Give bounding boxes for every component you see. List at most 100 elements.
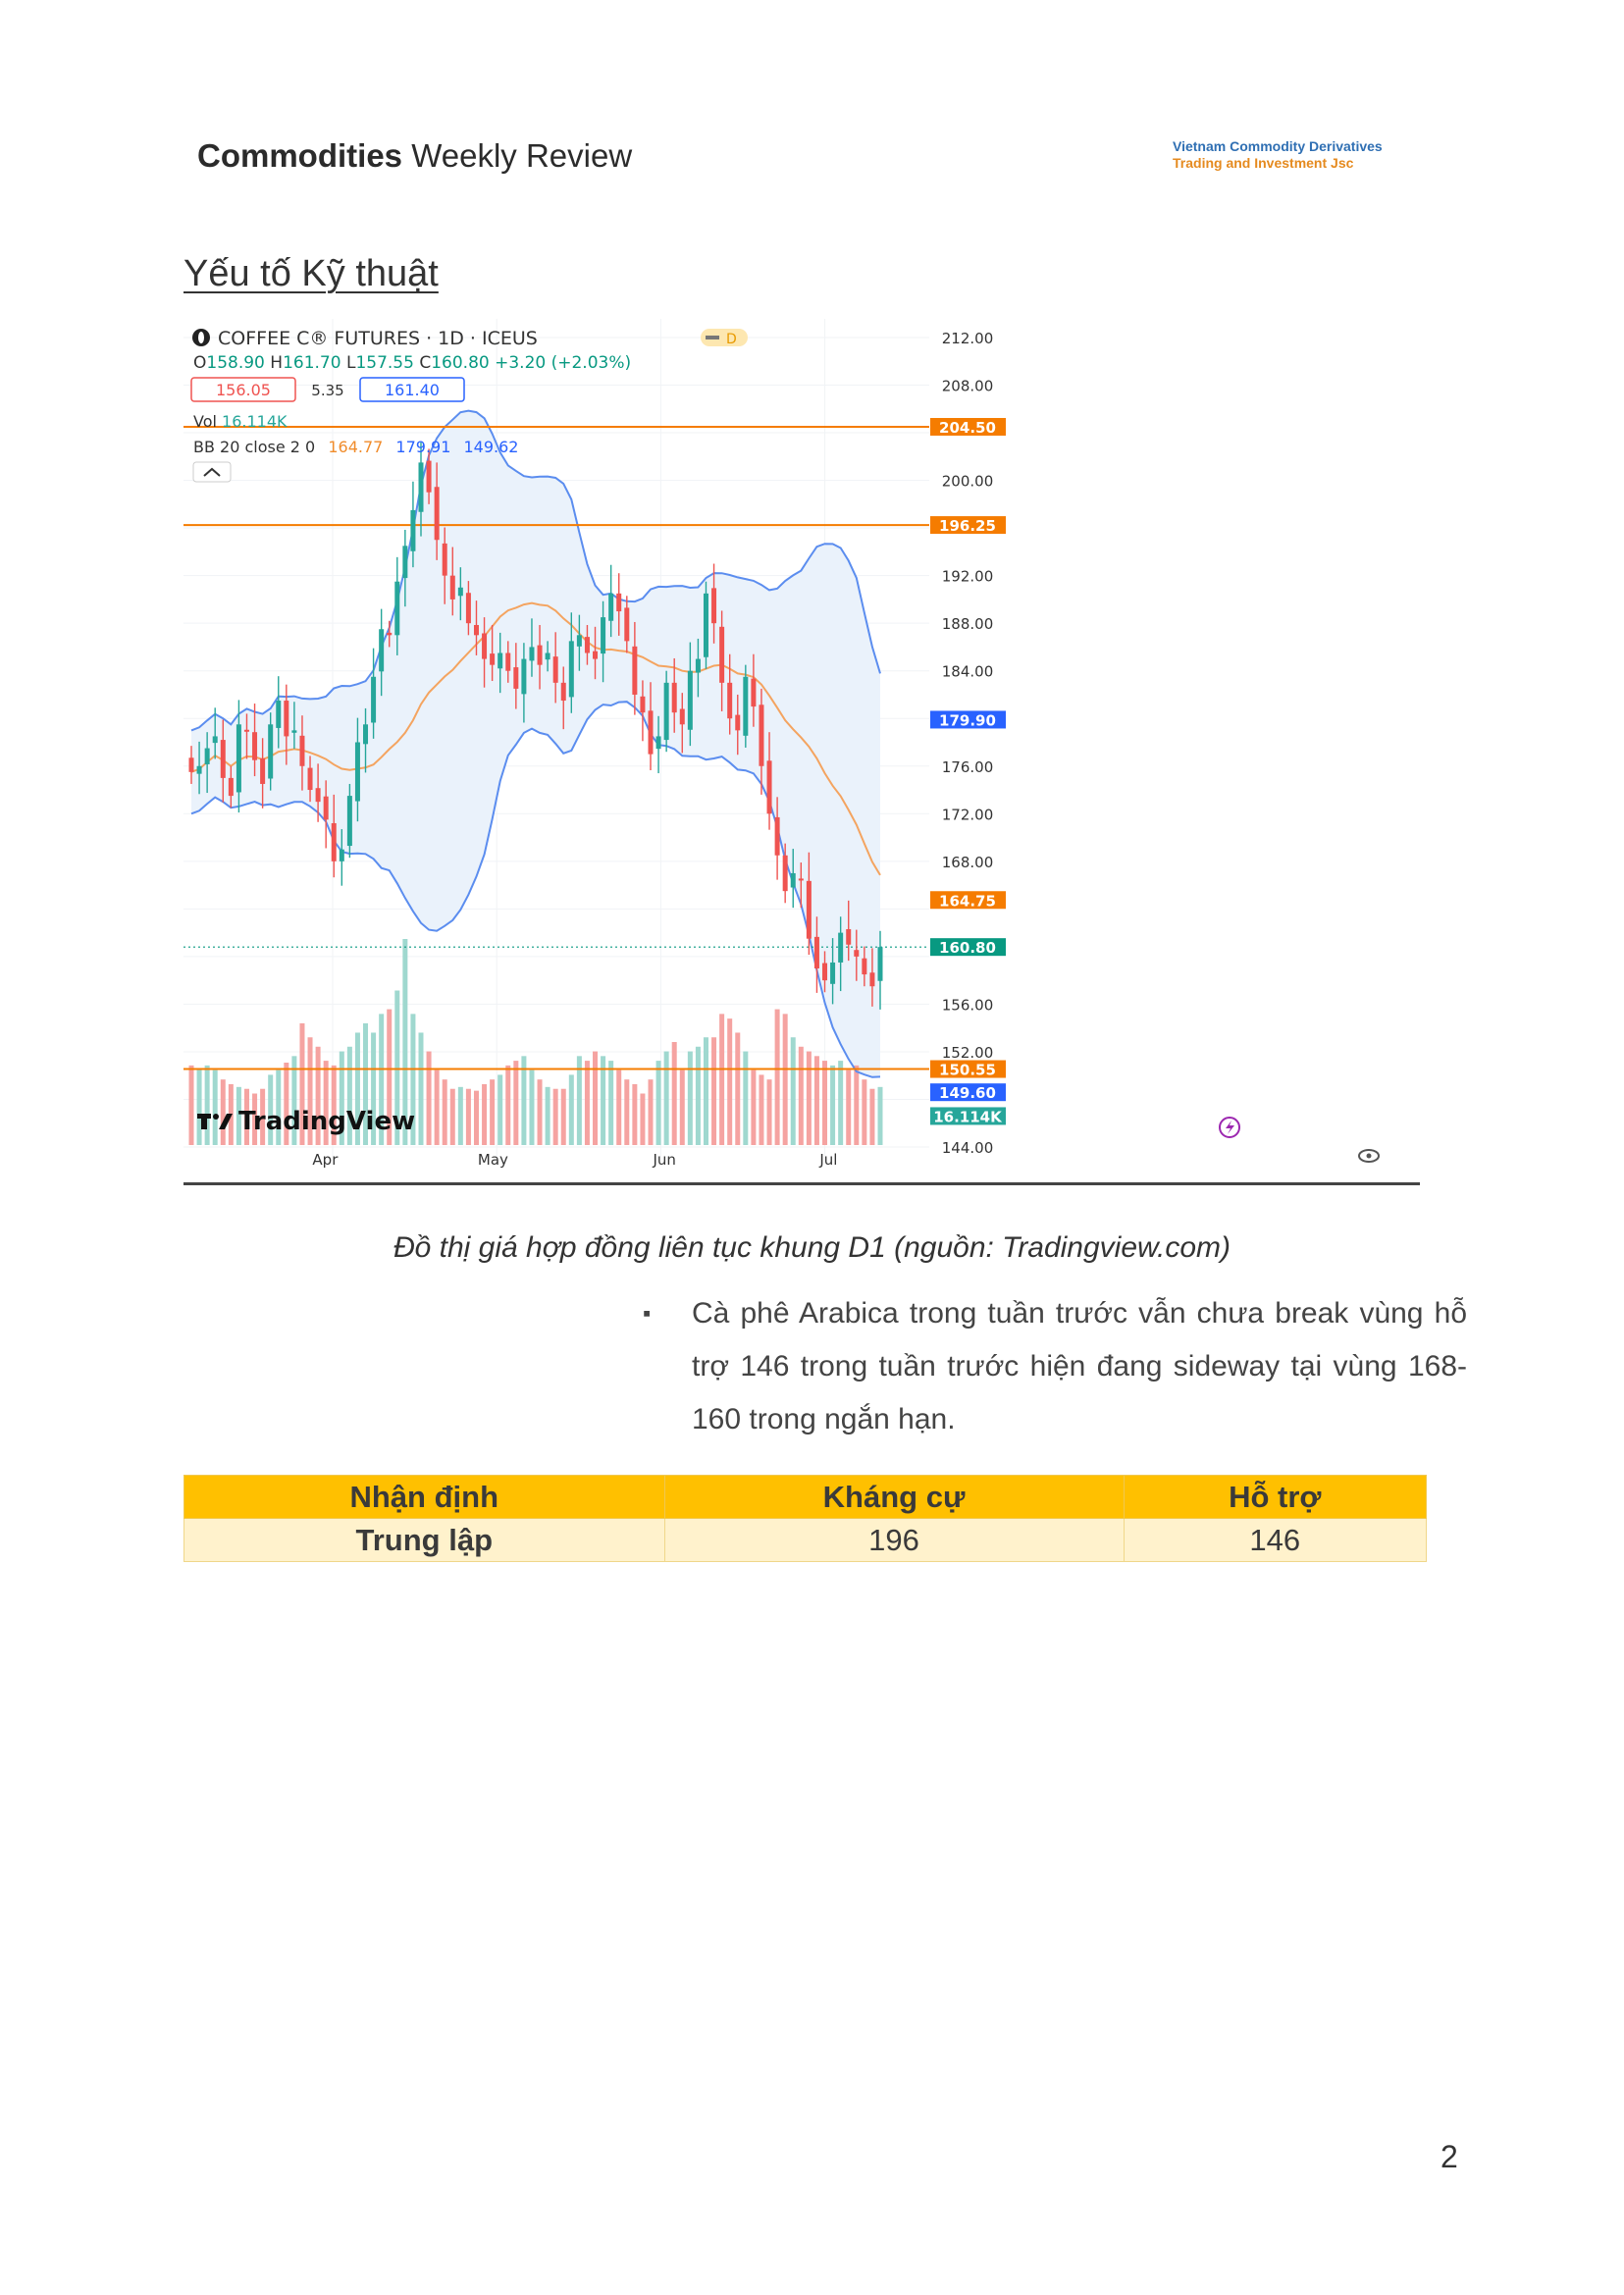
lightning-glyph (1226, 1121, 1234, 1134)
volume-bar (735, 1032, 741, 1145)
volume-bar (331, 1065, 337, 1145)
volume-bar (276, 1069, 282, 1145)
volume-bar (482, 1083, 488, 1145)
candle-body (854, 950, 860, 957)
candle-body (537, 645, 543, 665)
volume-bar (252, 1093, 258, 1145)
volume-bar (743, 1051, 749, 1145)
candle-body (252, 732, 258, 760)
price-tag (930, 1083, 1006, 1102)
volume-bar (188, 1065, 194, 1145)
volume-bar (695, 1046, 701, 1145)
candle-body (307, 767, 313, 791)
volume-bar (449, 1088, 455, 1145)
close-label: C (419, 353, 431, 373)
volume-bar (363, 1022, 369, 1145)
volume-bar (434, 1069, 440, 1145)
buy-button[interactable] (359, 377, 465, 402)
volume-bar (703, 1037, 708, 1145)
candle-body (727, 682, 733, 719)
candle-body (323, 796, 329, 820)
eye-pupil-icon (1366, 1153, 1372, 1159)
price-tick: 176.00 (942, 758, 994, 776)
volume-bar (291, 1056, 297, 1145)
bb-lower-value: 149.62 (463, 438, 518, 456)
candle-body (276, 701, 282, 728)
volume-bar (284, 1063, 289, 1145)
price-tag-label: 164.75 (939, 892, 996, 910)
candle-body (608, 593, 614, 621)
close-value: 160.80 (431, 353, 489, 373)
candle-body (806, 880, 812, 939)
price-tick: 152.00 (942, 1044, 994, 1062)
month-label: Jun (652, 1151, 675, 1169)
candle-body (766, 760, 772, 814)
chart-divider (183, 1182, 1420, 1185)
candle-body (648, 710, 654, 755)
chart-symbol: COFFEE C® FUTURES · 1D · ICEUS (218, 328, 538, 349)
candle-body (790, 872, 796, 888)
candle-body (782, 855, 788, 892)
candle-body (196, 765, 202, 774)
volume-bar (498, 1074, 503, 1145)
candle-body (862, 958, 867, 975)
volume-bar (552, 1088, 558, 1145)
table-header-row: Nhận định Kháng cự Hỗ trợ (183, 1475, 1428, 1519)
candle-body (877, 947, 883, 981)
candle-body (434, 487, 440, 541)
ohlc-line: O158.90 H161.70 L157.55 C160.80 +3.20 (+… (193, 353, 631, 373)
price-tag-label: 160.80 (939, 939, 996, 957)
report-title-rest: Weekly Review (411, 137, 633, 174)
candle-body (204, 748, 210, 764)
collapse-legend-button[interactable] (192, 461, 232, 483)
volume-bar (766, 1079, 772, 1145)
candle-body (601, 617, 606, 654)
candle-body (798, 878, 804, 881)
volume-bar (212, 1069, 218, 1145)
candle-body (418, 462, 424, 512)
candle-body (457, 587, 463, 597)
cell-support: 146 (1123, 1518, 1428, 1562)
volume-bar (663, 1051, 669, 1145)
volume-bar (877, 1086, 883, 1145)
volume-bar (869, 1088, 875, 1145)
volume-bar (529, 1069, 535, 1145)
volume-bar (442, 1079, 447, 1145)
price-tick: 208.00 (942, 378, 994, 395)
candle-body (268, 724, 274, 779)
candle-body (394, 581, 400, 636)
candle-body (545, 652, 550, 660)
price-tag-label: 179.90 (939, 711, 996, 729)
volume-bar (236, 1086, 241, 1145)
price-tag (930, 1060, 1006, 1078)
volume-bar (616, 1069, 622, 1145)
volume-bar (648, 1079, 654, 1145)
candle-body (410, 509, 416, 551)
high-value: 161.70 (283, 353, 341, 373)
volume-bar (584, 1061, 590, 1145)
candle-body (513, 667, 519, 689)
price-chart: 212.00 208.00 204.50 200.00 196.25 192.00 188.… (183, 319, 1420, 1182)
volume-bar (727, 1018, 733, 1145)
spread-value: 5.35 (311, 382, 343, 399)
candle-body (212, 736, 218, 744)
report-title: Commodities Weekly Review (197, 137, 632, 175)
volume-bar (545, 1086, 550, 1145)
candle-body (498, 652, 503, 669)
low-label: L (346, 353, 356, 373)
price-tick: 212.00 (942, 330, 994, 347)
sell-button[interactable] (190, 377, 296, 402)
candle-body (838, 932, 844, 963)
volume-bar (846, 1069, 852, 1145)
candle-body (236, 724, 241, 793)
candle-body (584, 637, 590, 653)
candle-body (449, 575, 455, 600)
table-row: Trung lập 196 146 (183, 1518, 1428, 1562)
eye-icon[interactable] (1358, 1149, 1380, 1163)
candle-body (473, 624, 479, 636)
candle-body (188, 757, 194, 772)
volume-bar (323, 1061, 329, 1145)
candle-body (228, 777, 234, 797)
candle-body (260, 757, 266, 784)
candle-body (576, 635, 582, 647)
